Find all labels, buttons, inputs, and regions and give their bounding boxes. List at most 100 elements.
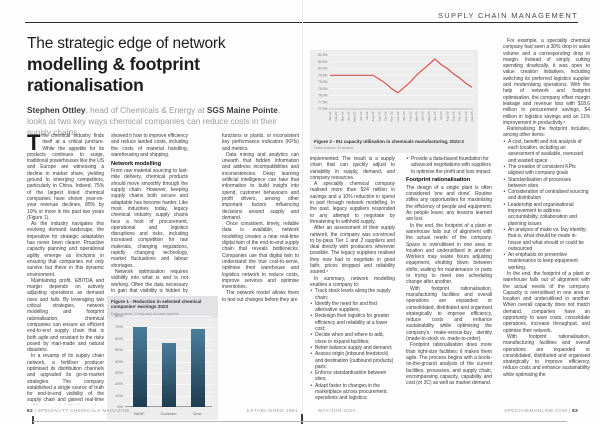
drop-cap: T	[27, 133, 41, 155]
bullet-item: The creation of consistent KPIs aligned …	[503, 164, 590, 177]
paragraph: The design of a single plant is often co…	[406, 184, 492, 223]
x-axis-label: Jan-23	[402, 111, 406, 121]
footer-divider: |	[32, 409, 38, 414]
byline: Stephen Ottley, head of Chemicals & Ener…	[27, 105, 299, 137]
x-axis-label: Apr-22	[347, 111, 351, 121]
figure-2-panel: Figure 2 - EU capacity utilisation in ch…	[310, 50, 478, 153]
title-line-1: The strategic edge of network	[27, 35, 226, 52]
y-axis-tick: 0%	[117, 404, 123, 409]
x-axis-label: Jun-22	[359, 111, 363, 121]
paragraph: For example, a speciality chemical compa…	[503, 38, 590, 126]
paragraph: In the end, the footprint of a plant or …	[406, 222, 492, 286]
x-axis-label: Mar-22	[340, 111, 344, 121]
title-line-2: modelling & footprint	[27, 54, 200, 74]
paragraph: Once consistent, timely, reliable data i…	[222, 221, 299, 291]
body-column-right-2: Provide a data-based foundation for adva…	[406, 156, 492, 404]
y-axis-tick: 80.5%	[318, 60, 327, 64]
x-axis-label: Covestro	[160, 411, 177, 416]
bullet-item: Adapt faster to changes in the marketpla…	[310, 383, 395, 402]
bullet-item: An analysis of make vs. buy identity; th…	[503, 227, 590, 252]
y-axis-tick: 10%	[114, 392, 123, 398]
bullet-item: Redesign their logistics for greater eff…	[310, 313, 395, 332]
byline-part: SGS Maine Pointe	[206, 105, 278, 115]
bullet-item: Track stock levels along the supply chai…	[310, 288, 395, 301]
left-fold-mark	[32, 416, 34, 424]
paragraph: With footprint rationalisation, manufact…	[503, 333, 590, 378]
x-axis-label: Jul-23	[439, 111, 443, 120]
right-page-number: 83	[572, 409, 578, 414]
x-axis-label: Jan-22	[328, 111, 332, 121]
x-axis-label: Dow	[193, 411, 202, 416]
byline-part: , head of Chemicals & Energy at	[85, 105, 207, 115]
bullet-item: Enforce standardisation between sites;	[310, 370, 395, 383]
paragraph: Network optimisation requires visibility…	[111, 268, 188, 293]
bullet-item: Identify the need for and find alternati…	[310, 301, 395, 314]
bullet-list: Track stock levels along the supply chai…	[310, 288, 395, 401]
paragraph: In summary, network modelling enables a …	[310, 275, 395, 288]
bullet-item: Standardisation of processes between sit…	[503, 177, 590, 190]
x-axis-label: May-22	[353, 111, 357, 122]
x-axis-label: Feb-22	[334, 111, 338, 121]
footer-right: SPECCHEMONLINE.COM | 83	[504, 409, 578, 414]
x-axis-label: Mar-23	[414, 111, 418, 121]
body-column-right-3: For example, a speciality chemical compa…	[503, 38, 590, 404]
footer-established: ESTABLISHED 1981	[246, 409, 298, 414]
y-axis-tick: 78.0%	[318, 94, 327, 98]
paragraph: Data mining and analytics can unearth th…	[222, 151, 299, 221]
magazine-name: SPECIALITY CHEMICALS MAGAZINE	[37, 409, 130, 414]
x-axis-label: Oct-23	[458, 111, 462, 121]
paragraph: As the industry navigates this evolving …	[27, 221, 104, 278]
bar-covestro	[161, 343, 176, 407]
y-axis-tick: 40%	[114, 358, 123, 364]
column-heading: Network modelling	[111, 160, 162, 167]
paragraph: From raw material sourcing to last-mile …	[111, 168, 188, 269]
x-axis-label: Nov-22	[390, 111, 394, 121]
y-axis-tick: 50%	[114, 347, 123, 353]
figure-1-panel: Figure 1 - Reduction in selected chemica…	[107, 296, 218, 420]
figure-1-title: Figure 1 - Reduction in selected chemica…	[111, 299, 202, 310]
website: SPECCHEMONLINE.COM	[504, 409, 568, 414]
x-axis-label: Jul-22	[365, 111, 369, 120]
x-axis-label: May-23	[427, 111, 431, 122]
byline-part: Stephen Ottley	[27, 105, 86, 115]
column-heading: Footprint rationalisation	[406, 177, 471, 184]
gridline	[125, 338, 212, 340]
x-axis-label: BASF	[134, 411, 145, 416]
paragraph: With footprint rationalisation, manufact…	[406, 285, 492, 343]
figure-2-line-chart: 81.0% 80.5% 80.0% 79.5% 79.0% 78.5% 78.0% 77.5%…	[318, 53, 474, 122]
paragraph: implemented. The result is a supply chai…	[310, 156, 395, 181]
figure-1-caption-block: Figure 1 - Reduction in selected chemica…	[107, 296, 218, 318]
y-axis-tick: 77.0%	[318, 107, 327, 111]
title-line-3: rationalisation	[27, 75, 144, 95]
footer-divider-2: |	[567, 409, 573, 414]
y-axis-tick: 60%	[114, 335, 123, 341]
bullet-item: Consideration of centralised sourcing an…	[503, 189, 590, 202]
paragraph: The network model allows them to test ou…	[222, 290, 299, 303]
figure-1-bar-chart: 0% 10% 20% 30% 40% 50% 60% 70% 80% BASF Covestro Do…	[111, 313, 212, 416]
gutter-fold-mark	[301, 414, 303, 424]
header-rule	[25, 22, 578, 23]
bar-basf	[132, 327, 147, 407]
x-axis-label: Sep-23	[452, 111, 456, 121]
bullet-item: Decide when and where to add, close or e…	[310, 332, 395, 345]
x-axis-label: Sep-22	[377, 111, 381, 121]
bullet-item: Leadership and organisational improvemen…	[503, 202, 590, 227]
bullet-item: Provide a data-based foundation for adva…	[406, 156, 492, 175]
figure-2-title: Figure 2 - EU capacity utilisation in ch…	[314, 138, 464, 144]
gridline	[125, 316, 212, 317]
y-axis-tick: 80%	[114, 313, 123, 318]
y-axis-tick: 79.0%	[318, 80, 327, 84]
paragraph: Maintaining profit, EBITDA and margin de…	[27, 277, 104, 354]
paragraph: A speciality chemical company realised m…	[310, 181, 395, 225]
x-axis-label: Nov-23	[464, 111, 468, 121]
paragraph: In the end, the footprint of a plant or …	[503, 270, 590, 334]
x-axis-label: Aug-22	[371, 111, 375, 121]
paragraph: Rationalising the footprint includes, am…	[503, 126, 590, 139]
y-axis-tick: 30%	[114, 369, 123, 375]
x-axis-label: Dec-22	[396, 111, 400, 121]
bullet-list: Provide a data-based foundation for adva…	[406, 156, 492, 175]
body-column-left-2: showed it how to improve efficiency and …	[111, 133, 188, 293]
